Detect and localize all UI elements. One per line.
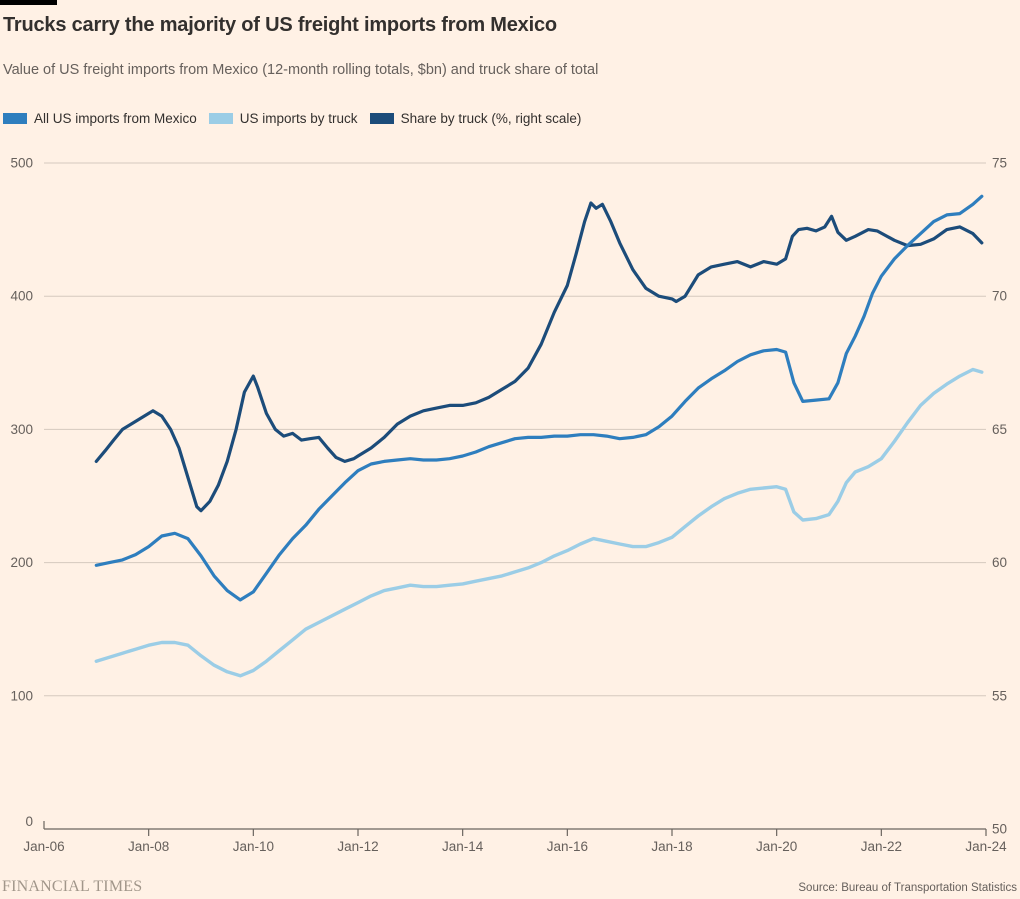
legend-item: Share by truck (%, right scale) <box>369 111 582 126</box>
chart-subtitle: Value of US freight imports from Mexico … <box>3 62 599 78</box>
y-right-tick-label: 70 <box>992 289 1007 304</box>
series-line-all-us-imports-from-mexico <box>94 194 984 602</box>
y-right-tick-label: 75 <box>992 156 1007 171</box>
legend-label: All US imports from Mexico <box>34 111 197 126</box>
chart-title: Trucks carry the majority of US freight … <box>3 14 557 36</box>
x-axis-tick-label: Jan-06 <box>23 839 64 854</box>
legend-label: Share by truck (%, right scale) <box>400 111 582 126</box>
x-axis-tick-label: Jan-18 <box>651 839 692 854</box>
x-axis-tick-label: Jan-10 <box>233 839 274 854</box>
y-right-tick-label: 60 <box>992 555 1007 570</box>
legend-item: US imports by truck <box>208 111 358 126</box>
x-axis-tick-label: Jan-08 <box>128 839 169 854</box>
y-left-tick-label: 200 <box>10 555 33 570</box>
y-right-tick-label: 55 <box>992 688 1007 703</box>
series-line-share-by-truck-right-scale <box>94 201 984 513</box>
x-axis-tick-label: Jan-16 <box>547 839 588 854</box>
x-axis-tick-label: Jan-24 <box>965 839 1007 854</box>
y-left-tick-label: 400 <box>10 289 33 304</box>
legend-label: US imports by truck <box>239 111 358 126</box>
legend-swatch-icon <box>208 113 233 124</box>
chart-legend: All US imports from Mexico US imports by … <box>3 111 581 126</box>
y-left-tick-label: 500 <box>10 156 33 171</box>
legend-swatch-icon <box>3 113 27 124</box>
y-right-tick-label: 65 <box>992 422 1007 437</box>
ft-brand-logo: FINANCIAL TIMES <box>2 878 143 895</box>
y-left-tick-label: 0 <box>25 814 33 829</box>
x-axis-tick-label: Jan-20 <box>756 839 797 854</box>
x-axis-tick-label: Jan-14 <box>442 839 484 854</box>
y-right-tick-label: 50 <box>992 822 1007 837</box>
y-left-tick-label: 100 <box>10 688 33 703</box>
ft-top-bar <box>0 0 57 5</box>
y-left-tick-label: 300 <box>10 422 33 437</box>
legend-item: All US imports from Mexico <box>3 111 197 126</box>
x-axis-tick-label: Jan-22 <box>861 839 902 854</box>
legend-swatch-icon <box>369 113 394 124</box>
x-axis-tick-label: Jan-12 <box>337 839 378 854</box>
series-line-us-imports-by-truck <box>94 367 984 678</box>
source-note: Source: Bureau of Transportation Statist… <box>798 882 1017 894</box>
